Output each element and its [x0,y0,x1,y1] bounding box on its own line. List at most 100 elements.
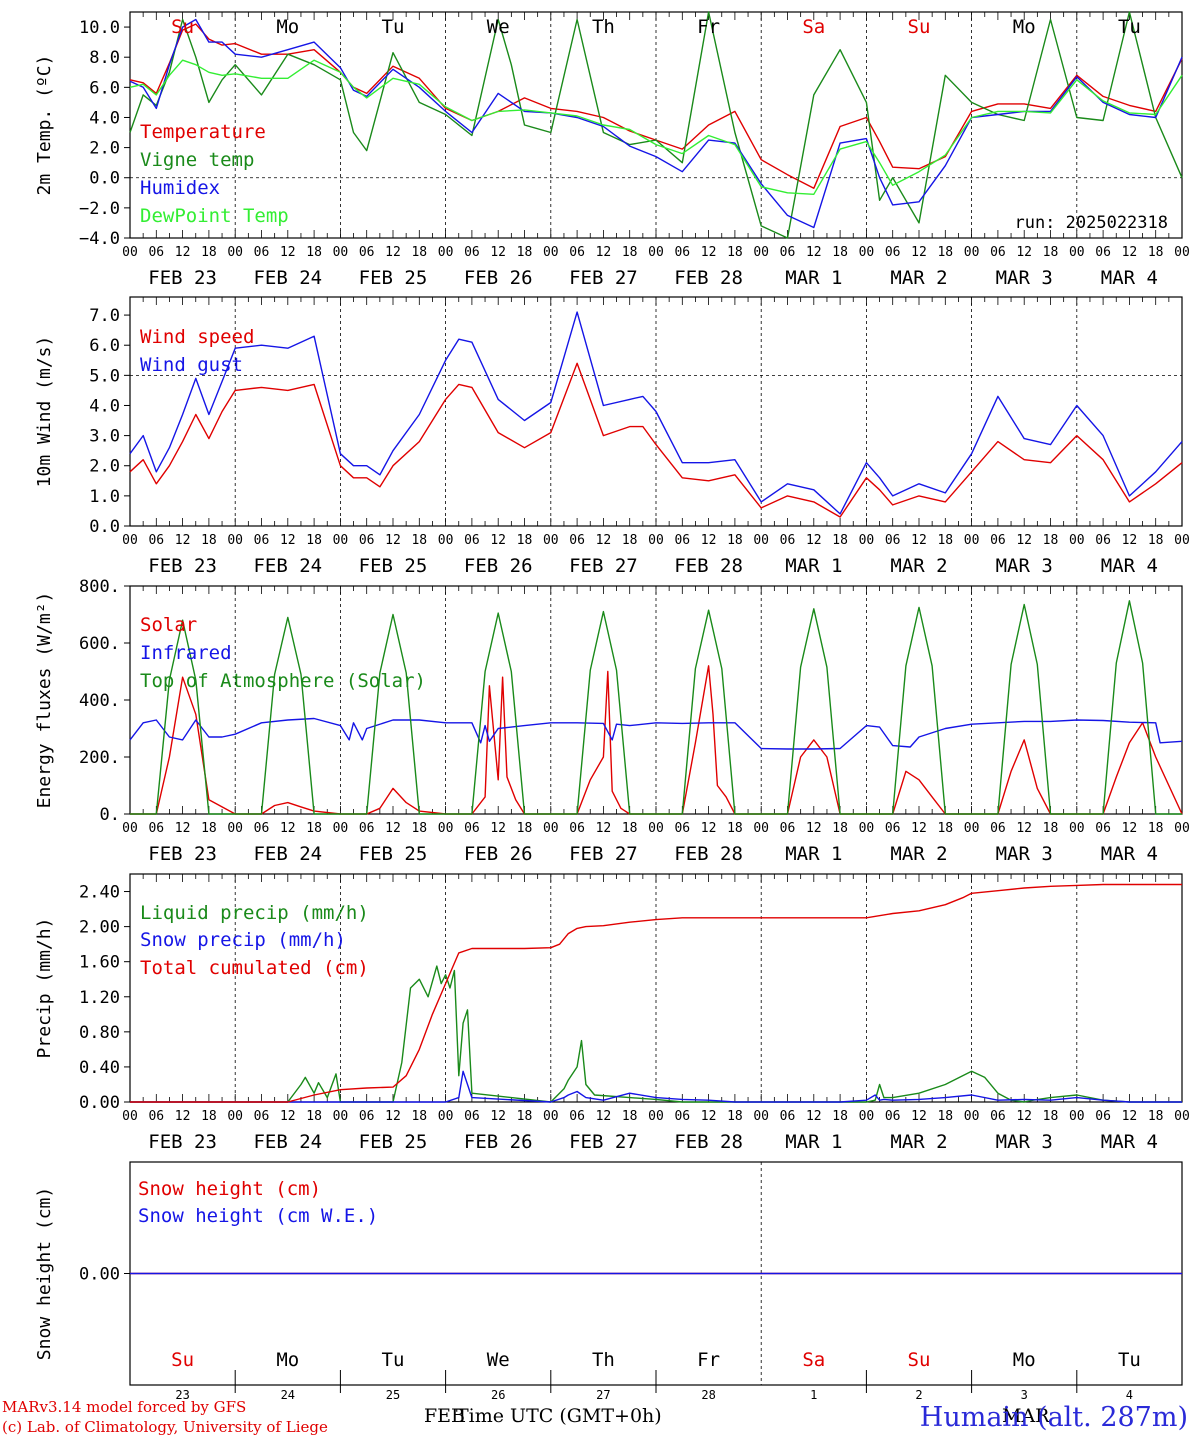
hour-tick-label: 00 [438,245,454,260]
weekday-label: We [487,1349,510,1371]
legend-entry: Liquid precip (mm/h) [140,902,369,924]
date-label: FEB 25 [359,267,428,289]
series-line-liquid-precip-mm-h- [130,965,1182,1103]
y-tick-label: 0.00 [79,1265,120,1285]
day-number-label: 3 [1021,1388,1028,1402]
hour-tick-label: 00 [1069,821,1085,836]
date-label: MAR 1 [785,843,842,865]
hour-tick-label: 06 [464,533,480,548]
hour-tick-label: 00 [438,821,454,836]
hour-tick-label: 00 [122,1109,138,1124]
hour-tick-label: 12 [701,245,717,260]
hour-tick-label: 12 [701,821,717,836]
hour-tick-label: 12 [1016,533,1032,548]
date-label: FEB 26 [464,843,533,865]
date-label: FEB 27 [569,267,638,289]
date-label: FEB 26 [464,267,533,289]
weekday-label: Tu [382,1349,405,1371]
legend-entry: Wind speed [140,326,254,348]
hour-tick-label: 00 [543,533,559,548]
weekday-label: We [487,16,510,38]
weekday-label: Mo [276,1349,299,1371]
y-tick-label: 200. [79,748,120,768]
series-line-total-cumulated-cm- [130,883,1182,1103]
hour-tick-label: 18 [622,1109,638,1124]
hour-tick-label: 00 [122,821,138,836]
panel-4: 2.40 2.00 1.60 1.20 0.80 0.40 0.00 Liquid preci… [34,873,1190,1153]
series-line-wind-gust [129,311,1183,515]
legend-entry: Solar [140,614,197,636]
hour-tick-label: 00 [648,1109,664,1124]
hour-tick-label: 06 [780,821,796,836]
hour-tick-label: 12 [1016,821,1032,836]
x-axis-month-left: FEB [424,1405,466,1427]
hour-tick-label: 18 [411,245,427,260]
legend-entry: Vigne temp [140,149,254,171]
hour-tick-label: 18 [411,1109,427,1124]
hour-tick-label: 12 [385,1109,401,1124]
legend-entry: Humidex [140,177,220,199]
hour-tick-label: 18 [727,1109,743,1124]
weekday-label: Th [592,16,615,38]
hour-tick-label: 12 [701,1109,717,1124]
hour-tick-label: 06 [674,245,690,260]
y-tick-label: 0.40 [79,1058,120,1078]
series-line-temperature [129,23,1183,190]
hour-tick-label: 18 [306,245,322,260]
date-label: MAR 3 [996,267,1053,289]
hour-tick-label: 06 [148,1109,164,1124]
hour-tick-label: 06 [990,533,1006,548]
day-number-label: 2 [915,1388,922,1402]
day-number-label: 25 [386,1388,400,1402]
hour-tick-label: 18 [517,533,533,548]
hour-tick-label: 00 [333,533,349,548]
hour-tick-label: 06 [464,821,480,836]
hour-tick-label: 18 [306,821,322,836]
hour-tick-label: 18 [306,1109,322,1124]
hour-tick-label: 12 [1016,1109,1032,1124]
hour-tick-label: 00 [1069,1109,1085,1124]
hour-tick-label: 12 [911,245,927,260]
date-label: FEB 25 [359,843,428,865]
lab-credit: (c) Lab. of Climatology, University of L… [2,1418,328,1436]
hour-tick-label: 06 [1095,533,1111,548]
weekday-label: Fr [697,16,720,38]
hour-tick-label: 00 [859,533,875,548]
date-label: FEB 28 [674,1131,743,1153]
y-axis-label: Snow height (cm) [34,1187,55,1360]
hour-tick-label: 18 [411,533,427,548]
y-tick-label: 4.0 [89,396,120,416]
y-tick-label: 6.0 [89,78,120,98]
hour-tick-label: 18 [937,821,953,836]
date-label: MAR 4 [1101,843,1158,865]
hour-tick-label: 18 [201,821,217,836]
hour-tick-label: 06 [780,245,796,260]
hour-tick-label: 12 [175,1109,191,1124]
date-label: FEB 26 [464,555,533,577]
hour-tick-label: 00 [333,245,349,260]
hour-tick-label: 06 [885,1109,901,1124]
date-label: FEB 26 [464,1131,533,1153]
hour-tick-label: 06 [254,1109,270,1124]
y-tick-label: 0.0 [89,517,120,537]
hour-tick-label: 12 [1122,821,1138,836]
hour-tick-label: 06 [359,1109,375,1124]
hour-tick-label: 00 [543,821,559,836]
series-line-humidex [129,18,1183,229]
weekday-label: Mo [1013,16,1036,38]
day-number-label: 28 [701,1388,715,1402]
hour-tick-label: 00 [333,1109,349,1124]
hour-tick-label: 00 [438,1109,454,1124]
hour-tick-label: 00 [964,821,980,836]
hour-tick-label: 00 [122,245,138,260]
hour-tick-label: 06 [674,533,690,548]
hour-tick-label: 00 [227,245,243,260]
date-label: FEB 24 [253,1131,322,1153]
date-label: MAR 3 [996,843,1053,865]
hour-tick-label: 18 [832,1109,848,1124]
date-label: MAR 4 [1101,555,1158,577]
hour-tick-label: 00 [333,821,349,836]
hour-tick-label: 00 [648,821,664,836]
hour-tick-label: 18 [1148,821,1164,836]
hour-tick-label: 06 [148,245,164,260]
